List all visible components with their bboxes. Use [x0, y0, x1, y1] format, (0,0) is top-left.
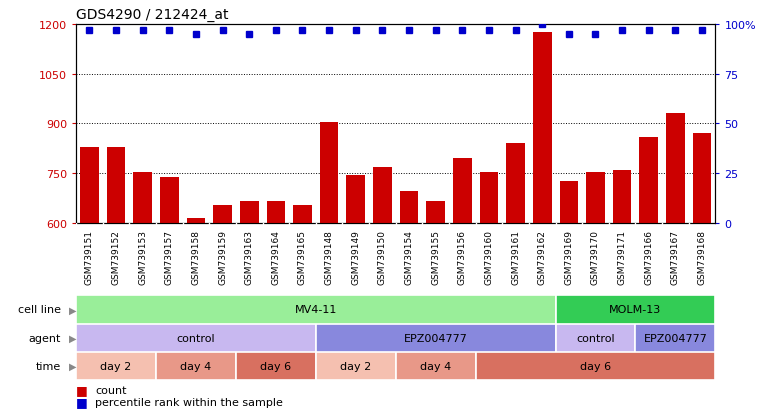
Bar	[693, 134, 712, 223]
Bar	[635, 324, 715, 352]
Bar	[556, 324, 635, 352]
Text: GSM739171: GSM739171	[618, 229, 626, 284]
Text: GSM739163: GSM739163	[245, 229, 253, 284]
Text: GSM739169: GSM739169	[565, 229, 573, 284]
Text: ▶: ▶	[68, 305, 76, 315]
Text: EPZ004777: EPZ004777	[404, 333, 467, 343]
Bar	[186, 218, 205, 223]
Text: cell line: cell line	[18, 305, 61, 315]
Bar	[639, 138, 658, 223]
Bar	[76, 352, 156, 380]
Text: ■: ■	[76, 395, 88, 408]
Bar	[613, 171, 632, 223]
Bar	[346, 176, 365, 223]
Text: GSM739164: GSM739164	[272, 229, 280, 284]
Bar	[559, 182, 578, 223]
Bar	[533, 33, 552, 223]
Bar	[236, 352, 316, 380]
Bar	[479, 172, 498, 223]
Text: GSM739148: GSM739148	[325, 229, 333, 284]
Text: GSM739165: GSM739165	[298, 229, 307, 284]
Bar	[156, 352, 236, 380]
Text: GSM739168: GSM739168	[698, 229, 706, 284]
Text: control: control	[576, 333, 615, 343]
Text: day 6: day 6	[580, 361, 611, 371]
Text: GSM739162: GSM739162	[538, 229, 546, 284]
Text: GSM739170: GSM739170	[591, 229, 600, 284]
Bar	[133, 172, 152, 223]
Text: EPZ004777: EPZ004777	[644, 333, 707, 343]
Bar	[76, 324, 316, 352]
Text: GSM739157: GSM739157	[165, 229, 174, 284]
Text: GSM739167: GSM739167	[671, 229, 680, 284]
Bar	[293, 205, 312, 223]
Bar	[76, 296, 556, 324]
Text: percentile rank within the sample: percentile rank within the sample	[95, 396, 283, 407]
Bar	[556, 296, 715, 324]
Text: GSM739160: GSM739160	[485, 229, 493, 284]
Text: day 6: day 6	[260, 361, 291, 371]
Text: day 2: day 2	[100, 361, 132, 371]
Bar	[506, 144, 525, 223]
Bar	[213, 205, 232, 223]
Bar	[666, 114, 685, 223]
Bar	[316, 352, 396, 380]
Text: GDS4290 / 212424_at: GDS4290 / 212424_at	[76, 8, 228, 22]
Text: day 2: day 2	[340, 361, 371, 371]
Text: MOLM-13: MOLM-13	[610, 305, 661, 315]
Text: MV4-11: MV4-11	[295, 305, 337, 315]
Bar	[396, 352, 476, 380]
Text: GSM739161: GSM739161	[511, 229, 520, 284]
Text: GSM739152: GSM739152	[112, 229, 120, 284]
Bar	[586, 172, 605, 223]
Text: GSM739154: GSM739154	[405, 229, 413, 284]
Text: time: time	[36, 361, 61, 371]
Text: GSM739151: GSM739151	[85, 229, 94, 284]
Text: GSM739153: GSM739153	[139, 229, 147, 284]
Bar	[266, 202, 285, 223]
Bar	[80, 147, 99, 223]
Text: GSM739158: GSM739158	[192, 229, 200, 284]
Text: ▶: ▶	[68, 361, 76, 371]
Bar	[453, 159, 472, 223]
Text: GSM739155: GSM739155	[431, 229, 440, 284]
Text: ■: ■	[76, 384, 88, 396]
Text: count: count	[95, 385, 126, 395]
Bar	[107, 147, 126, 223]
Bar	[316, 324, 556, 352]
Text: GSM739150: GSM739150	[378, 229, 387, 284]
Bar	[320, 122, 339, 223]
Bar	[400, 192, 419, 223]
Bar	[476, 352, 715, 380]
Text: control: control	[177, 333, 215, 343]
Text: day 4: day 4	[420, 361, 451, 371]
Bar	[160, 177, 179, 223]
Text: day 4: day 4	[180, 361, 212, 371]
Text: agent: agent	[28, 333, 61, 343]
Text: ▶: ▶	[68, 333, 76, 343]
Text: GSM739166: GSM739166	[645, 229, 653, 284]
Text: GSM739159: GSM739159	[218, 229, 227, 284]
Bar	[426, 202, 445, 223]
Bar	[240, 202, 259, 223]
Text: GSM739149: GSM739149	[352, 229, 360, 284]
Bar	[373, 167, 392, 223]
Text: GSM739156: GSM739156	[458, 229, 466, 284]
